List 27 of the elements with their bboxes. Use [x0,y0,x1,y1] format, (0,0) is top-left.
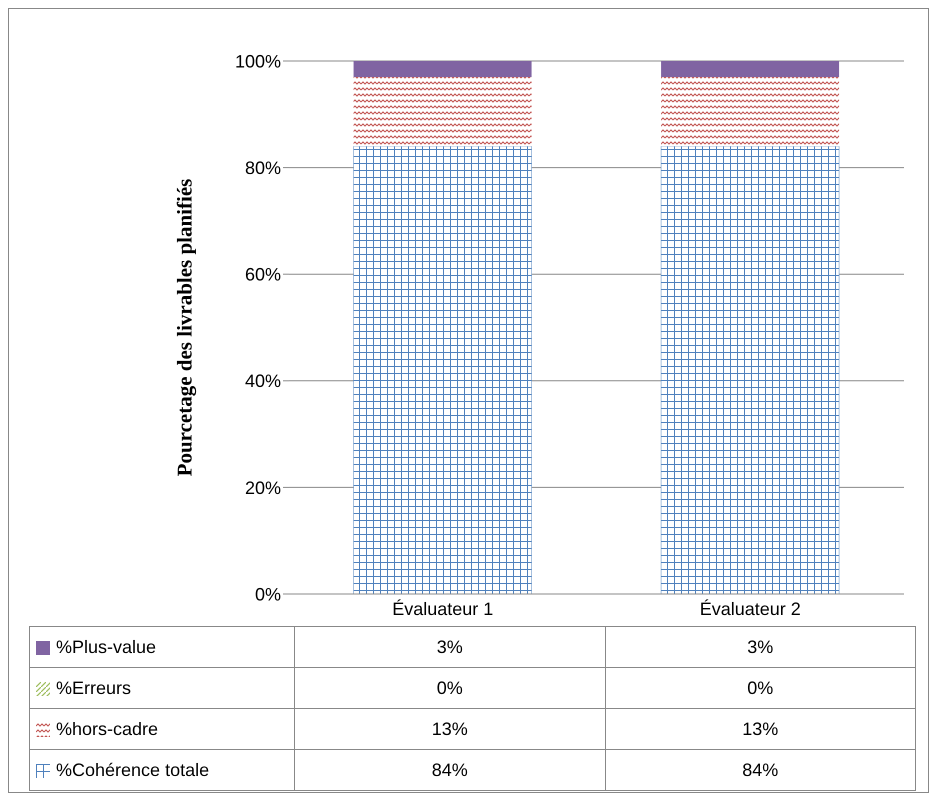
y-tick-label: 80% [244,158,281,178]
data-label: 3% [294,626,605,668]
bar [354,61,532,77]
y-tick-label: 20% [244,478,281,498]
data-label: 13% [605,708,916,750]
y-axis-title: Pourcetage des livrables planifiés [172,178,196,476]
bar [661,61,840,77]
legend-label: %Erreurs [56,678,132,698]
bar [353,146,532,594]
data-label: 3% [605,626,916,668]
data-label: 0% [294,668,605,708]
legend-label: %hors-cadre [56,718,158,738]
legend-label: %Cohérence totale [56,760,210,780]
y-tick-label: 40% [244,371,281,392]
bar [660,146,840,594]
data-label: 0% [605,668,916,708]
data-label: 84% [605,750,916,790]
y-tick-label: 60% [244,264,281,285]
y-tick-label: 100% [234,51,281,72]
legend-label: %Plus-value [56,636,156,656]
bar [661,76,840,146]
y-tick-label: 0% [254,584,281,604]
bar [354,76,532,146]
data-label: 84% [294,750,605,790]
data-label: 13% [294,708,605,750]
x-tick-label: Évaluateur 1 [392,598,494,619]
x-tick-label: Évaluateur 2 [700,598,801,619]
